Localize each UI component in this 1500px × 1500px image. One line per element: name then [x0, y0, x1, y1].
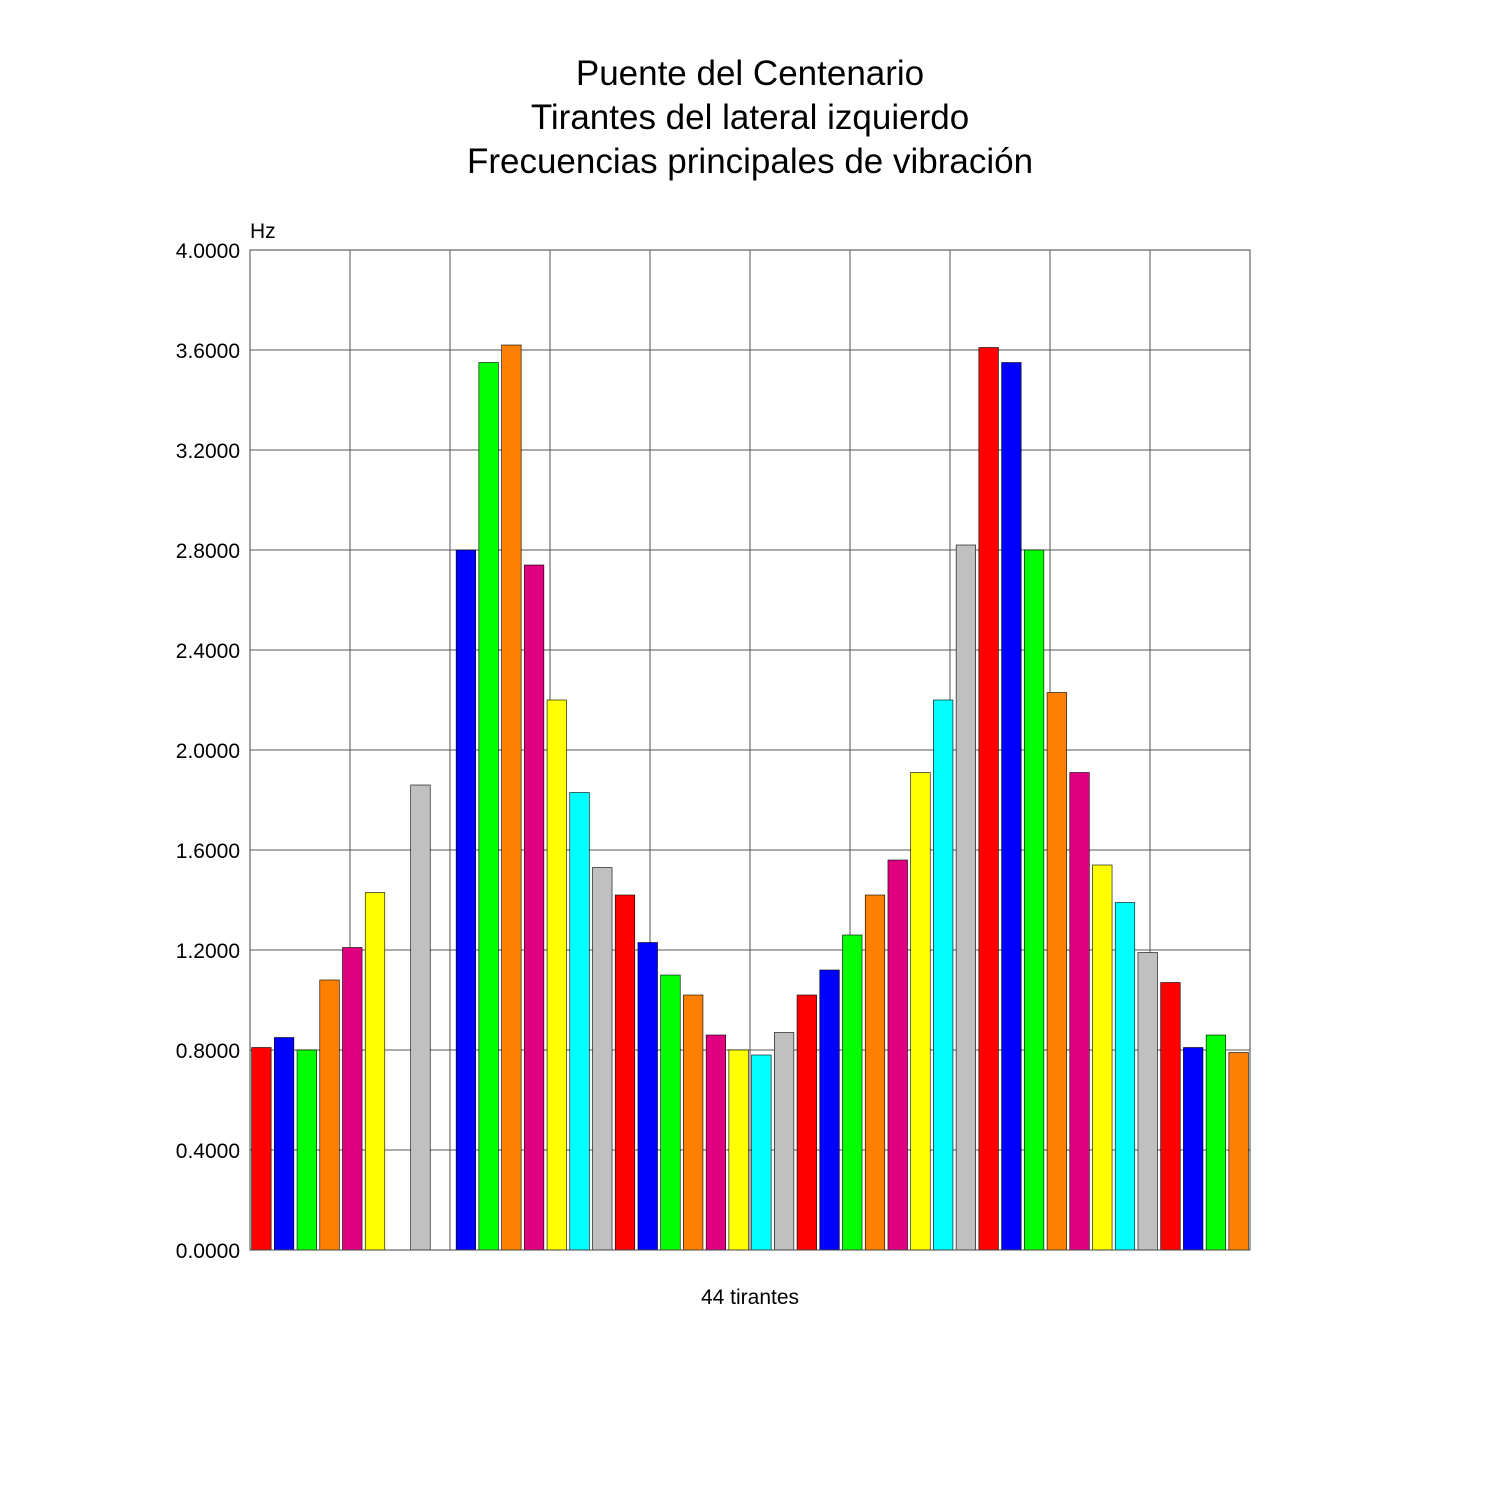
bar [774, 1032, 795, 1251]
bar [887, 859, 908, 1251]
y-tick-label: 0.8000 [176, 1040, 240, 1063]
y-tick-label: 1.2000 [176, 940, 240, 963]
bar [592, 867, 613, 1251]
bar [751, 1054, 772, 1251]
bar [319, 979, 340, 1251]
bar [1046, 692, 1067, 1251]
bar [1092, 864, 1113, 1251]
bar [501, 344, 522, 1251]
y-tick-label: 3.2000 [176, 440, 240, 463]
bar [1228, 1052, 1249, 1251]
y-tick-label: 2.0000 [176, 740, 240, 763]
y-tick-label: 3.6000 [176, 340, 240, 363]
bar [1183, 1047, 1204, 1251]
bar [955, 544, 976, 1251]
bar [660, 974, 681, 1251]
bar [455, 549, 476, 1251]
y-tick-label: 2.4000 [176, 640, 240, 663]
bar [364, 892, 386, 1251]
bar [251, 1047, 272, 1251]
bar [705, 1034, 726, 1251]
bar [864, 894, 886, 1251]
bar [819, 969, 840, 1251]
chart-title-line-1: Puente del Centenario [576, 54, 924, 93]
bar [1137, 952, 1158, 1251]
y-tick-label: 0.4000 [176, 1140, 240, 1163]
chart-title-line-2: Tirantes del lateral izquierdo [531, 98, 969, 137]
x-axis-label: 44 tirantes [701, 1286, 799, 1309]
bar [1205, 1034, 1226, 1251]
bar [978, 347, 999, 1251]
y-tick-label: 1.6000 [176, 840, 240, 863]
bar [296, 1049, 317, 1251]
y-tick-label: 2.8000 [176, 540, 240, 563]
y-axis-label: Hz [250, 220, 276, 243]
plot-frame [249, 249, 1251, 1251]
bar [524, 564, 545, 1251]
bar [728, 1049, 749, 1251]
bar [796, 994, 817, 1251]
bar [910, 772, 931, 1251]
bar [546, 699, 567, 1251]
bar [1001, 362, 1022, 1251]
bar [1160, 982, 1181, 1251]
y-tick-label: 4.0000 [176, 240, 240, 263]
bar [683, 994, 704, 1251]
y-tick-label: 0.0000 [176, 1240, 240, 1263]
bar [478, 362, 499, 1251]
chart-title-line-3: Frecuencias principales de vibración [467, 142, 1033, 181]
bar [637, 942, 658, 1251]
y-tick-labels: 0.0000 0.4000 0.8000 1.2000 1.6000 2.0000 2.40… [176, 240, 240, 1263]
bar [1114, 902, 1136, 1251]
bar [342, 947, 363, 1251]
bar [933, 699, 954, 1251]
bar [1024, 549, 1045, 1251]
bar [569, 792, 590, 1251]
bar [274, 1037, 295, 1251]
bar [842, 934, 863, 1251]
bar [1069, 772, 1090, 1251]
bar [410, 784, 431, 1251]
bar [614, 894, 636, 1251]
